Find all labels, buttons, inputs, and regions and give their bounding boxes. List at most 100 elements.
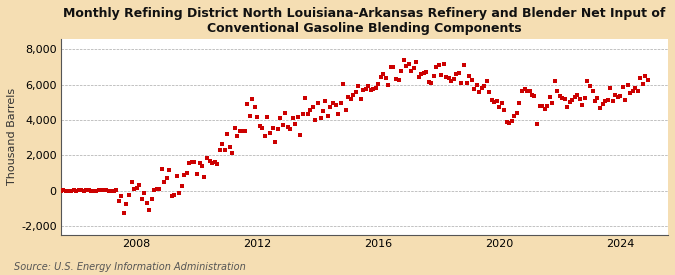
Point — [524, 89, 535, 93]
Point — [562, 104, 572, 109]
Point — [396, 68, 406, 73]
Point — [519, 87, 530, 91]
Point — [161, 175, 172, 180]
Point — [491, 99, 502, 104]
Point — [436, 73, 447, 77]
Point — [48, 188, 59, 192]
Point — [308, 105, 319, 109]
Point — [45, 188, 56, 192]
Point — [325, 105, 336, 110]
Point — [368, 87, 379, 92]
Point — [189, 160, 200, 165]
Point — [484, 90, 495, 94]
Point — [199, 175, 210, 180]
Point — [260, 134, 271, 138]
Point — [272, 126, 283, 131]
Point — [74, 188, 84, 193]
Point — [542, 104, 553, 108]
Point — [431, 65, 441, 70]
Point — [625, 91, 636, 95]
Point — [282, 125, 293, 129]
Point — [99, 188, 109, 192]
Point — [429, 74, 439, 78]
Point — [348, 93, 358, 97]
Point — [549, 79, 560, 84]
Point — [250, 105, 261, 109]
Point — [146, 197, 157, 201]
Point — [305, 108, 316, 113]
Point — [157, 167, 167, 172]
Title: Monthly Refining District North Louisiana-Arkansas Refinery and Blender Net Inpu: Monthly Refining District North Louisian… — [63, 7, 666, 35]
Point — [587, 89, 598, 93]
Point — [320, 99, 331, 103]
Point — [504, 121, 515, 125]
Point — [330, 103, 341, 108]
Point — [502, 120, 512, 125]
Point — [560, 97, 570, 101]
Point — [192, 172, 202, 177]
Point — [151, 187, 162, 191]
Point — [333, 111, 344, 116]
Point — [426, 81, 437, 86]
Point — [292, 114, 303, 119]
Point — [514, 101, 525, 105]
Point — [277, 123, 288, 127]
Point — [338, 82, 348, 86]
Point — [506, 119, 517, 123]
Point — [471, 83, 482, 87]
Point — [532, 122, 543, 126]
Point — [456, 80, 467, 85]
Point — [446, 79, 457, 83]
Point — [247, 97, 258, 101]
Point — [186, 160, 197, 164]
Point — [509, 113, 520, 118]
Point — [76, 188, 86, 192]
Point — [630, 86, 641, 90]
Point — [335, 101, 346, 105]
Point — [608, 99, 618, 103]
Point — [640, 74, 651, 78]
Point — [423, 80, 434, 84]
Point — [363, 84, 374, 88]
Point — [179, 173, 190, 177]
Point — [373, 82, 384, 87]
Point — [378, 72, 389, 76]
Point — [78, 189, 89, 193]
Point — [81, 188, 92, 192]
Point — [355, 97, 366, 101]
Point — [534, 104, 545, 108]
Point — [275, 116, 286, 120]
Point — [489, 99, 500, 104]
Point — [285, 127, 296, 131]
Point — [51, 189, 61, 193]
Point — [381, 76, 392, 80]
Point — [159, 180, 169, 184]
Point — [512, 111, 522, 116]
Point — [620, 98, 630, 103]
Point — [441, 75, 452, 80]
Point — [391, 77, 402, 81]
Point — [547, 101, 558, 106]
Point — [585, 84, 595, 88]
Point — [237, 129, 248, 133]
Point — [128, 187, 139, 191]
Point — [499, 108, 510, 112]
Point — [182, 171, 192, 175]
Point — [43, 188, 54, 192]
Point — [174, 191, 185, 196]
Point — [148, 188, 159, 192]
Point — [116, 194, 127, 199]
Point — [577, 103, 588, 107]
Point — [632, 89, 643, 94]
Point — [461, 81, 472, 85]
Point — [240, 129, 250, 133]
Point — [300, 96, 310, 100]
Point — [212, 162, 223, 166]
Point — [166, 194, 177, 198]
Point — [86, 189, 97, 193]
Point — [622, 83, 633, 87]
Point — [418, 71, 429, 75]
Point — [113, 199, 124, 203]
Point — [582, 78, 593, 83]
Point — [327, 101, 338, 105]
